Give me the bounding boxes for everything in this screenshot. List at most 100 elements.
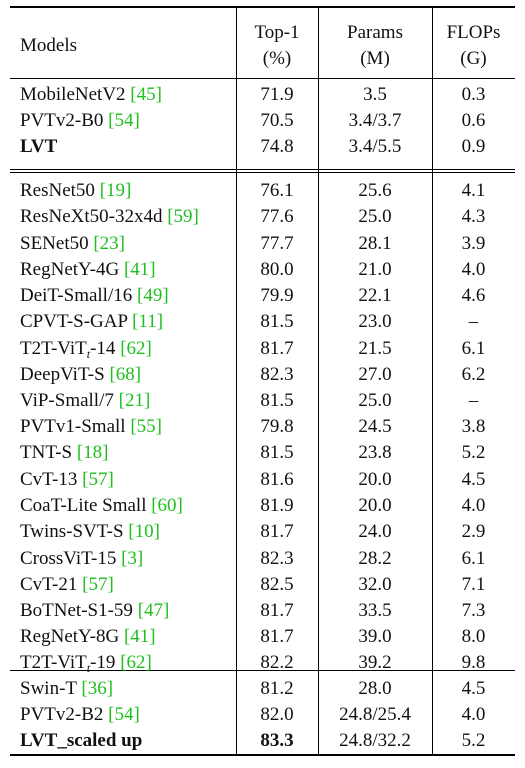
model-name-text: Swin-T [20,678,82,699]
top1-value: 81.5 [260,442,294,463]
params-value: 3.4/3.7 [348,110,402,131]
model-name-text: LVT [20,136,58,157]
model-name: Swin-T [36] [20,676,113,702]
model-name: CPVT-S-GAP [11] [20,309,163,335]
top1-value: 71.9 [260,84,294,105]
citation-link[interactable]: [21] [118,390,151,411]
model-name: DeepViT-S [68] [20,362,141,388]
params-value: 28.1 [358,233,392,254]
table-row: ViP-Small/7 [21] 81.5 25.0 – [10,388,515,414]
group1-rule-double [10,172,515,173]
model-name: CrossViT-15 [3] [20,546,143,572]
citation-link[interactable]: [18] [76,442,109,463]
col-divider-3 [432,6,433,755]
citation-link[interactable]: [3] [121,548,144,569]
model-name-text: LVT_scaled up [20,730,143,751]
flops-value: 5.2 [461,730,486,751]
citation-link[interactable]: [60] [151,495,183,516]
table-row: ResNet50 [19] 76.1 25.6 4.1 [10,178,515,204]
model-name-suffix: -19 [90,652,121,673]
top1-value: 77.7 [260,233,294,254]
flops-value: 6.2 [461,364,486,385]
model-name-text: BoTNet-S1-59 [20,600,138,621]
citation-link[interactable]: [49] [137,285,169,306]
top1-value: 80.0 [260,259,294,280]
citation-link[interactable]: [41] [123,259,156,280]
citation-link[interactable]: [54] [108,704,140,725]
citation-link[interactable]: [11] [132,311,164,332]
model-name: CvT-13 [57] [20,467,114,493]
model-name-text: CPVT-S-GAP [20,311,133,332]
table-row: CvT-21 [57] 82.5 32.0 7.1 [10,572,515,598]
header-row: Models Top-1 (%) Params (M) FLOPs (G) [10,20,515,72]
table-row: TNT-S [18] 81.5 23.8 5.2 [10,440,515,466]
table-row: PVTv2-B2 [54] 82.0 24.8/25.4 4.0 [10,702,515,728]
citation-link[interactable]: [62] [120,652,152,673]
citation-link[interactable]: [10] [128,521,160,542]
citation-link[interactable]: [57] [82,574,114,595]
citation-link[interactable]: [55] [130,416,162,437]
flops-value: 4.6 [461,285,486,306]
top1-value: 82.2 [260,652,294,673]
params-value: 3.5 [363,84,387,105]
citation-link[interactable]: [57] [82,469,114,490]
params-value: 27.0 [358,364,392,385]
flops-value: 0.9 [461,136,486,157]
params-value: 28.2 [358,548,392,569]
table-row: BoTNet-S1-59 [47] 81.7 33.5 7.3 [10,598,515,624]
model-name: LVT_scaled up [20,728,142,754]
top1-value: 81.7 [260,521,294,542]
header-models: Models [20,35,77,56]
model-name: T2T-ViTt-14 [62] [20,336,152,367]
flops-value: 9.8 [461,652,486,673]
top1-value: 81.5 [260,390,294,411]
top1-value: 81.9 [260,495,294,516]
top1-value: 82.3 [260,548,294,569]
model-name: Twins-SVT-S [10] [20,519,160,545]
header-params-unit: (M) [360,48,390,69]
citation-link[interactable]: [19] [99,180,132,201]
top1-value: 77.6 [260,206,294,227]
table-row: RegNetY-8G [41] 81.7 39.0 8.0 [10,624,515,650]
model-name: DeiT-Small/16 [49] [20,283,169,309]
table-row: T2T-ViTt-14 [62] 81.7 21.5 6.1 [10,336,515,362]
flops-value: 4.3 [461,206,486,227]
model-name-text: PVTv2-B0 [20,110,109,131]
params-value: 39.2 [358,652,392,673]
model-name: RegNetY-4G [41] [20,257,156,283]
model-name-text: DeiT-Small/16 [20,285,137,306]
header-top1: Top-1 [254,22,300,43]
citation-link[interactable]: [23] [93,233,126,254]
top1-value: 82.3 [260,364,294,385]
col-divider-1 [236,6,237,755]
params-value: 24.8/32.2 [339,730,411,751]
model-name-suffix: -14 [90,338,121,359]
citation-link[interactable]: [45] [130,84,162,105]
flops-value: 4.0 [461,704,486,725]
flops-value: – [468,390,479,411]
citation-link[interactable]: [62] [120,338,152,359]
citation-link[interactable]: [54] [108,110,140,131]
flops-value: 4.0 [461,495,486,516]
model-name: CvT-21 [57] [20,572,114,598]
model-name-text: ResNeXt50-32x4d [20,206,168,227]
params-value: 24.0 [358,521,392,542]
model-name-text: PVTv2-B2 [20,704,109,725]
top1-value: 81.5 [260,311,294,332]
model-name: BoTNet-S1-59 [47] [20,598,169,624]
model-name-text: RegNetY-4G [20,259,124,280]
flops-value: 6.1 [461,548,486,569]
table-row: PVTv2-B0 [54] 70.5 3.4/3.7 0.6 [10,108,515,134]
citation-link[interactable]: [41] [123,626,156,647]
model-name: SENet50 [23] [20,231,125,257]
model-name-text: SENet50 [20,233,94,254]
citation-link[interactable]: [59] [167,206,199,227]
table-row: LVT 74.8 3.4/5.5 0.9 [10,134,515,160]
group1-rule [10,169,515,170]
citation-link[interactable]: [47] [137,600,170,621]
model-name: MobileNetV2 [45] [20,82,162,108]
table-row: RegNetY-4G [41] 80.0 21.0 4.0 [10,257,515,283]
flops-value: 3.9 [461,233,486,254]
citation-link[interactable]: [36] [81,678,114,699]
citation-link[interactable]: [68] [109,364,142,385]
